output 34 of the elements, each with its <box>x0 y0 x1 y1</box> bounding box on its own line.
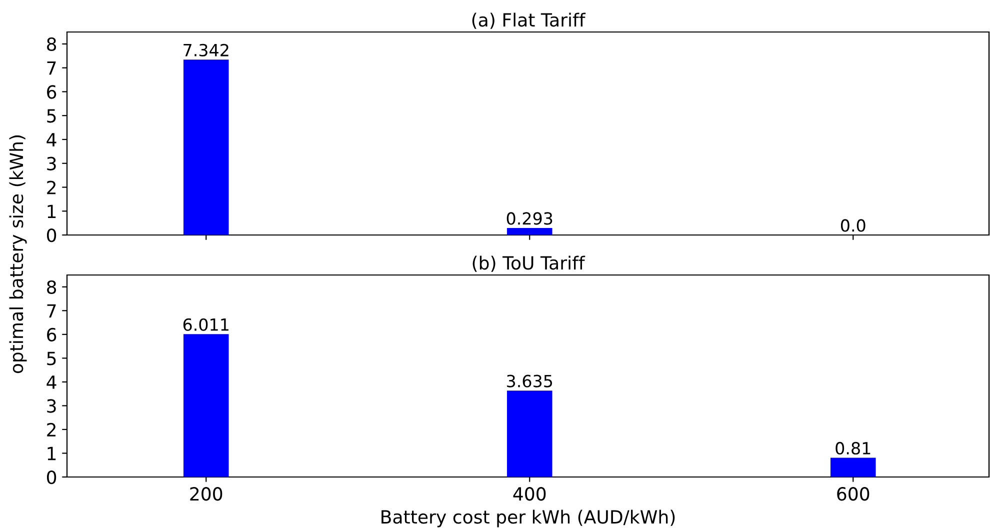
y-tick-label: 5 <box>47 352 56 366</box>
x-tick-label: 600 <box>837 487 870 501</box>
data-label: 0.81 <box>836 442 870 455</box>
x-axis-title: Battery cost per kWh (AUD/kWh) <box>382 510 675 528</box>
y-tick-label: 0 <box>46 228 56 242</box>
y-tick-label: 2 <box>47 180 56 194</box>
y-tick-label: 2 <box>47 422 56 436</box>
y-tick-label: 8 <box>47 37 56 52</box>
data-label: 3.635 <box>507 374 552 388</box>
y-tick-label: 6 <box>47 85 56 99</box>
data-label: 0.0 <box>840 219 866 232</box>
y-tick-label: 8 <box>47 280 56 294</box>
y-tick-label: 3 <box>47 399 56 413</box>
y-tick-label: 4 <box>46 376 56 389</box>
data-label: 6.011 <box>183 318 228 331</box>
data-label: 0.293 <box>506 212 552 225</box>
y-tick-label: 1 <box>48 446 56 460</box>
bar <box>830 458 876 477</box>
y-axis-title: optimal battery size (kWh) <box>9 135 27 374</box>
data-label: 7.342 <box>184 44 228 56</box>
y-tick-label: 6 <box>47 328 56 342</box>
bar <box>506 390 552 477</box>
chart-title: (b) ToU Tariff <box>472 256 586 272</box>
y-tick-label: 0 <box>46 470 56 484</box>
x-tick-label: 200 <box>190 487 222 501</box>
bar <box>183 334 229 477</box>
y-tick-label: 1 <box>48 204 56 218</box>
y-tick-label: 3 <box>47 156 56 170</box>
chart-title: (a) Flat Tariff <box>472 12 586 29</box>
y-tick-label: 7 <box>47 62 56 75</box>
x-tick-label: 400 <box>513 487 546 501</box>
y-tick-label: 5 <box>47 109 56 123</box>
y-tick-label: 7 <box>47 304 56 318</box>
y-tick-label: 4 <box>46 133 56 146</box>
